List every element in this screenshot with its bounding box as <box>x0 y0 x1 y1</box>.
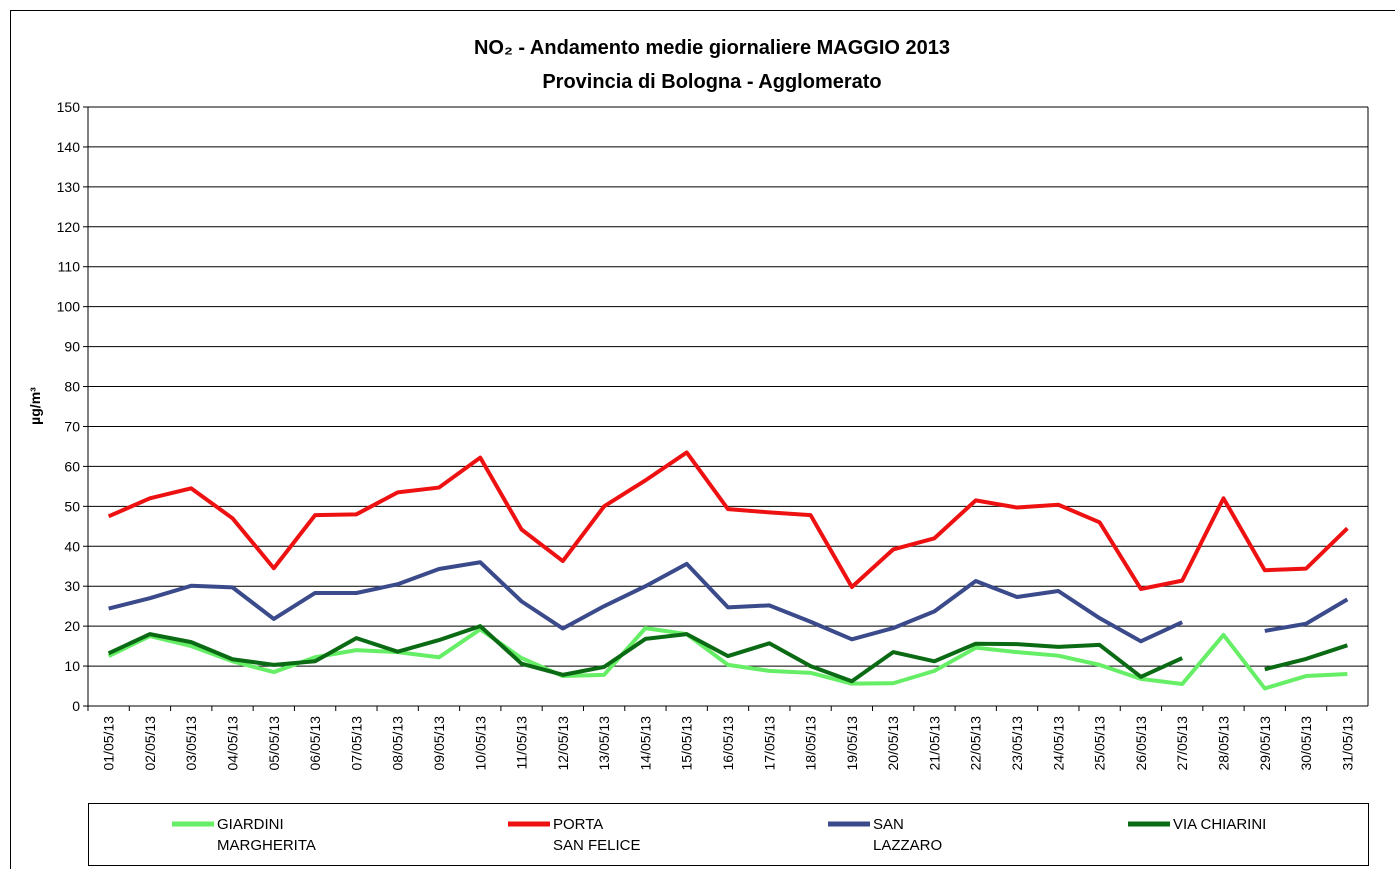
x-tick-label: 21/05/13 <box>926 716 942 771</box>
y-axis-label: µg/m³ <box>27 387 43 425</box>
x-tick-label: 20/05/13 <box>885 716 901 771</box>
x-tick-label: 02/05/13 <box>142 716 158 771</box>
x-tick-label: 10/05/13 <box>472 716 488 771</box>
x-tick-label: 31/05/13 <box>1339 716 1355 771</box>
chart-title: NO₂ - Andamento medie giornaliere MAGGIO… <box>474 37 950 59</box>
x-tick-label: 06/05/13 <box>307 716 323 771</box>
legend-label: PORTA SAN FELICE <box>553 816 641 854</box>
x-tick-label: 01/05/13 <box>101 716 117 771</box>
chart-subtitle: Provincia di Bologna - Agglomerato <box>542 71 881 93</box>
legend-label: VIA CHIARINI <box>1173 816 1266 833</box>
y-tick-label: 70 <box>64 418 80 434</box>
chart-border <box>10 10 1395 869</box>
y-tick-label: 90 <box>64 339 80 355</box>
y-tick-label: 120 <box>57 219 81 235</box>
y-tick-label: 40 <box>64 538 80 554</box>
x-tick-label: 09/05/13 <box>431 716 447 771</box>
x-tick-label: 27/05/13 <box>1174 716 1190 771</box>
series-line <box>108 560 1184 644</box>
x-tick-label: 13/05/13 <box>596 716 612 771</box>
series-line <box>107 624 1184 684</box>
y-tick-label: 0 <box>72 698 80 714</box>
y-tick-label: 130 <box>57 179 81 195</box>
x-tick-label: 25/05/13 <box>1092 716 1108 771</box>
x-tick-label: 16/05/13 <box>720 716 736 771</box>
y-tick-label: 110 <box>58 259 81 275</box>
x-tick-label: 04/05/13 <box>225 716 241 771</box>
series-line <box>107 450 1349 591</box>
series-line <box>1264 597 1349 633</box>
x-tick-label: 05/05/13 <box>266 716 282 771</box>
x-tick-label: 03/05/13 <box>183 716 199 771</box>
legend-label: SAN LAZZARO <box>873 816 942 854</box>
x-tick-label: 08/05/13 <box>390 716 406 771</box>
x-tick-label: 24/05/13 <box>1050 716 1066 771</box>
x-tick-label: 22/05/13 <box>968 716 984 771</box>
y-tick-label: 140 <box>57 139 81 155</box>
x-tick-label: 19/05/13 <box>844 716 860 771</box>
legend-box <box>88 803 1369 866</box>
legend-label: GIARDINI MARGHERITA <box>217 816 316 854</box>
y-tick-label: 100 <box>57 299 81 315</box>
series-line <box>1264 643 1348 672</box>
y-tick-label: 50 <box>64 498 80 514</box>
x-tick-label: 30/05/13 <box>1298 716 1314 771</box>
x-tick-label: 07/05/13 <box>348 716 364 771</box>
x-tick-label: 26/05/13 <box>1133 716 1149 771</box>
x-tick-label: 23/05/13 <box>1009 716 1025 771</box>
x-tick-label: 11/05/13 <box>514 716 530 770</box>
y-tick-label: 20 <box>64 618 80 634</box>
y-tick-label: 30 <box>64 578 80 594</box>
y-tick-label: 10 <box>64 658 80 674</box>
y-tick-label: 60 <box>64 458 80 474</box>
x-tick-label: 12/05/13 <box>555 716 571 771</box>
x-tick-label: 18/05/13 <box>803 716 819 771</box>
x-tick-label: 28/05/13 <box>1215 716 1231 771</box>
y-tick-label: 150 <box>57 99 81 115</box>
x-tick-label: 15/05/13 <box>679 716 695 771</box>
x-tick-label: 14/05/13 <box>637 716 653 771</box>
x-tick-label: 17/05/13 <box>761 716 777 771</box>
x-tick-label: 29/05/13 <box>1257 716 1273 771</box>
y-tick-label: 80 <box>64 379 80 395</box>
